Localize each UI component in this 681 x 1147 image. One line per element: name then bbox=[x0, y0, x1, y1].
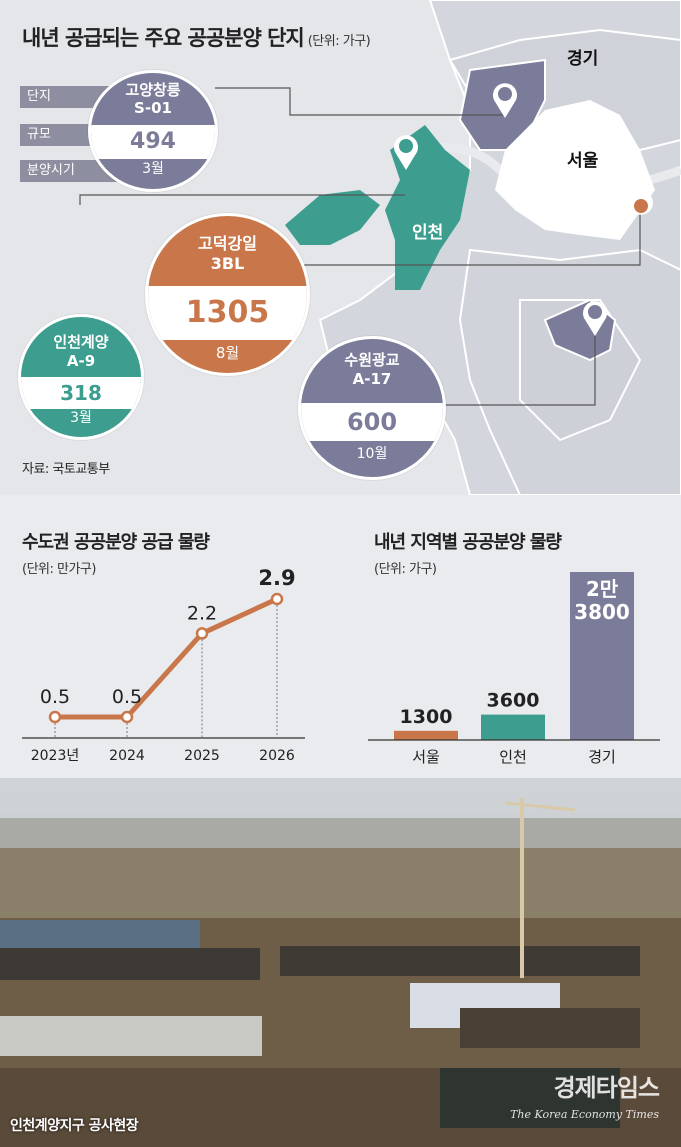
complex-circle-godeok: 고덕강일 3BL 1305 8월 bbox=[145, 213, 310, 376]
complex-month: 3월 bbox=[70, 410, 92, 426]
line-value-label: 0.5 bbox=[112, 686, 142, 708]
bar bbox=[394, 730, 458, 740]
complex-name: 고덕강일 bbox=[198, 234, 257, 253]
capital-region-map bbox=[0, 0, 681, 495]
watermark-logo: 경제타임스 bbox=[553, 1074, 660, 1102]
map-title: 내년 공급되는 주요 공공분양 단지 (단위: 가구) bbox=[22, 22, 371, 52]
map-pin-suwon bbox=[583, 301, 607, 336]
line-point bbox=[270, 592, 284, 606]
bar-category-label: 경기 bbox=[588, 748, 616, 766]
complex-code: A-9 bbox=[66, 352, 96, 370]
complex-units: 1305 bbox=[148, 286, 307, 340]
complex-circle-goyang: 고양창릉 S-01 494 3월 bbox=[88, 70, 218, 192]
supply-line-chart: 수도권 공공분양 공급 물량 (단위: 만가구) 0.5 2023년 0.5 2024… bbox=[0, 510, 340, 775]
site-photo-image bbox=[0, 778, 681, 1147]
map-pin-incheon bbox=[394, 135, 419, 170]
map-section: 내년 공급되는 주요 공공분양 단지 (단위: 가구) 단지 규모 분양시기 경기… bbox=[0, 0, 681, 495]
line-category-label: 2025 bbox=[184, 748, 220, 764]
region-bar-chart: 내년 지역별 공공분양 물량 (단위: 가구) 1300 서울 3600 인천 2만 38… bbox=[360, 510, 681, 775]
complex-month: 3월 bbox=[142, 161, 164, 177]
region-label-incheon: 인천 bbox=[412, 223, 444, 243]
map-pin-goyang bbox=[493, 83, 518, 118]
complex-month: 10월 bbox=[356, 446, 388, 462]
complex-code: 3BL bbox=[210, 254, 245, 273]
complex-units: 318 bbox=[21, 377, 141, 409]
incheon-island bbox=[285, 190, 380, 245]
bar-value-label: 3600 bbox=[487, 690, 540, 712]
line-point bbox=[120, 710, 134, 724]
bar bbox=[570, 572, 634, 740]
source-note: 자료: 국토교통부 bbox=[22, 462, 110, 477]
line-value-label: 2.2 bbox=[187, 602, 217, 624]
complex-name: 인천계양 bbox=[53, 333, 109, 351]
line-value-label: 0.5 bbox=[40, 686, 70, 708]
line-series bbox=[55, 596, 279, 720]
region-label-gyeonggi: 경기 bbox=[567, 49, 599, 69]
complex-circle-suwon: 수원광교 A-17 600 10월 bbox=[298, 336, 446, 480]
bar-category-label: 인천 bbox=[499, 748, 527, 766]
line-point bbox=[195, 627, 209, 640]
map-unit: (단위: 가구) bbox=[307, 34, 371, 49]
complex-name: 고양창릉 bbox=[125, 81, 181, 99]
photo-caption: 인천계양지구 공사현장 bbox=[10, 1118, 139, 1134]
line-point bbox=[48, 710, 62, 724]
complex-units: 494 bbox=[91, 125, 215, 159]
map-title-text: 내년 공급되는 주요 공공분양 단지 bbox=[22, 26, 305, 50]
complex-circle-incheon: 인천계양 A-9 318 3월 bbox=[18, 314, 144, 440]
seoul-region bbox=[495, 100, 655, 240]
complex-month: 8월 bbox=[215, 344, 240, 362]
complex-name: 수원광교 bbox=[344, 351, 400, 369]
bar-chart-title: 내년 지역별 공공분양 물량 bbox=[374, 532, 562, 553]
line-value-label: 2.9 bbox=[258, 566, 295, 590]
line-chart-plot: 0.5 2023년 0.5 2024 2.2 2025 2.9 2026 bbox=[22, 566, 305, 764]
construction-site-photo: 경제타임스 The Korea Economy Times 인천계양지구 공사현… bbox=[0, 778, 681, 1147]
map-pin-godeok bbox=[629, 180, 653, 215]
bar bbox=[481, 714, 545, 740]
line-category-label: 2023년 bbox=[31, 748, 80, 764]
bar-value-label: 2만 bbox=[586, 577, 619, 601]
line-category-label: 2024 bbox=[109, 748, 145, 764]
bar-value-label: 1300 bbox=[400, 706, 453, 728]
bar-chart-unit: (단위: 가구) bbox=[374, 562, 437, 577]
bar-value-label: 3800 bbox=[574, 600, 630, 624]
line-chart-unit: (단위: 만가구) bbox=[22, 562, 96, 577]
line-category-label: 2026 bbox=[259, 748, 295, 764]
complex-units: 600 bbox=[301, 403, 443, 441]
watermark-subtitle: The Korea Economy Times bbox=[510, 1108, 659, 1121]
complex-code: S-01 bbox=[134, 99, 172, 117]
line-chart-title: 수도권 공공분양 공급 물량 bbox=[22, 532, 210, 553]
complex-code: A-17 bbox=[352, 370, 392, 388]
bar-category-label: 서울 bbox=[412, 748, 440, 766]
region-label-seoul: 서울 bbox=[567, 151, 599, 171]
